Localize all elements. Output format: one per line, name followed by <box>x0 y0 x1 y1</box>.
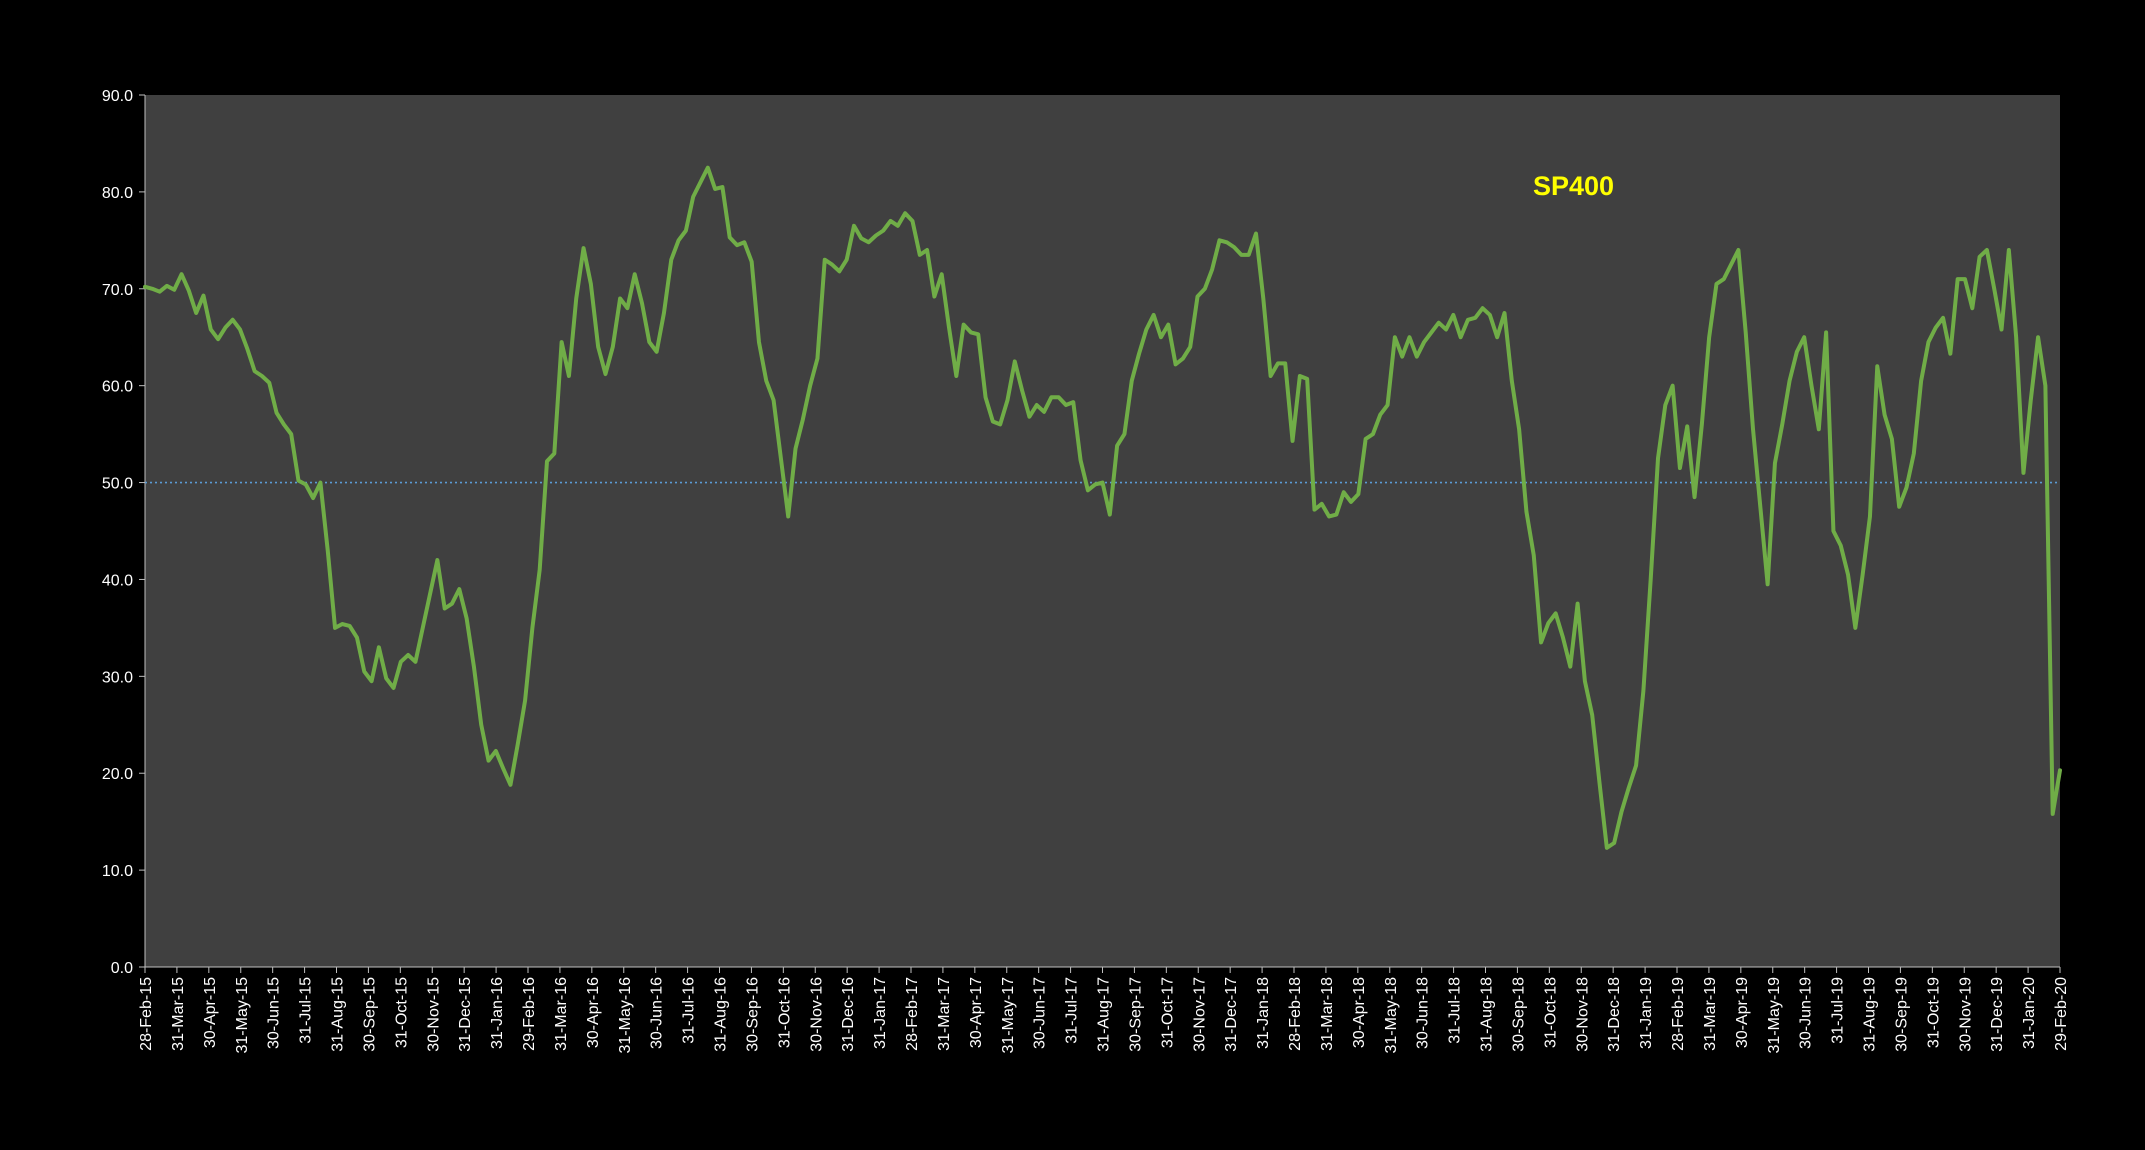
series-line-sp400 <box>143 165 2062 850</box>
x-tick-label: 31-Aug-19 <box>1862 977 1879 1052</box>
x-tick-label: 31-Aug-18 <box>1479 977 1496 1052</box>
y-tick-label: 80.0 <box>102 185 133 202</box>
x-tick-label: 31-Dec-19 <box>1989 977 2006 1052</box>
x-tick-label: 31-Jul-18 <box>1447 977 1464 1044</box>
x-tick-label: 30-Apr-15 <box>202 977 219 1048</box>
x-tick-label: 31-Oct-18 <box>1542 977 1559 1048</box>
x-tick-label: 30-Nov-18 <box>1574 977 1591 1052</box>
x-tick-label: 31-May-17 <box>1000 977 1017 1054</box>
x-tick-label: 30-Sep-16 <box>744 977 761 1052</box>
x-tick-label: 30-Jun-15 <box>266 977 283 1049</box>
y-tick-label: 20.0 <box>102 766 133 783</box>
plot-area <box>145 95 2060 967</box>
x-tick-label: 31-Jan-20 <box>2021 977 2038 1049</box>
series-annotation-label: SP400 <box>1533 171 1614 201</box>
x-tick-label: 30-Jun-17 <box>1032 977 1049 1049</box>
x-tick-label: 31-Mar-15 <box>170 977 187 1051</box>
y-tick-label: 70.0 <box>102 282 133 299</box>
x-tick-label: 31-Oct-19 <box>1925 977 1942 1048</box>
x-tick-label: 31-Mar-17 <box>936 977 953 1051</box>
x-tick-label: 28-Feb-17 <box>904 977 921 1051</box>
x-tick-label: 31-Mar-16 <box>553 977 570 1051</box>
x-tick-label: 31-Aug-17 <box>1096 977 1113 1052</box>
y-tick-label: 30.0 <box>102 669 133 686</box>
x-tick-label: 31-Aug-15 <box>330 977 347 1052</box>
y-tick-label: 40.0 <box>102 572 133 589</box>
x-tick-label: 30-Nov-19 <box>1957 977 1974 1052</box>
x-tick-label: 31-Jan-16 <box>489 977 506 1049</box>
x-tick-label: 30-Apr-19 <box>1734 977 1751 1048</box>
x-tick-label: 31-Jul-19 <box>1830 977 1847 1044</box>
x-tick-label: 30-Sep-15 <box>361 977 378 1052</box>
y-axis-ticks: 0.0 10.0 20.0 30.0 40.0 50.0 60.0 70.0 80.0 90.0 <box>102 88 145 977</box>
x-tick-label: 31-May-19 <box>1766 977 1783 1054</box>
x-tick-label: 31-Jul-15 <box>298 977 315 1044</box>
x-tick-label: 31-May-18 <box>1383 977 1400 1054</box>
x-tick-label: 31-Oct-16 <box>776 977 793 1048</box>
x-tick-label: 31-Jan-18 <box>1255 977 1272 1049</box>
x-tick-label: 28-Feb-19 <box>1670 977 1687 1051</box>
x-tick-label: 28-Feb-15 <box>138 977 155 1051</box>
x-tick-label: 30-Jun-16 <box>649 977 666 1049</box>
x-tick-label: 31-Jul-16 <box>681 977 698 1044</box>
x-tick-label: 31-Jul-17 <box>1064 977 1081 1044</box>
x-tick-label: 30-Apr-17 <box>968 977 985 1048</box>
y-tick-label: 90.0 <box>102 88 133 105</box>
x-tick-label: 30-Apr-18 <box>1351 977 1368 1048</box>
x-tick-label: 29-Feb-20 <box>2053 977 2070 1051</box>
y-tick-label: 60.0 <box>102 379 133 396</box>
x-tick-label: 31-Dec-17 <box>1223 977 1240 1052</box>
x-tick-label: 31-Jan-17 <box>872 977 889 1049</box>
x-tick-label: 31-Jan-19 <box>1638 977 1655 1049</box>
x-tick-label: 30-Nov-16 <box>808 977 825 1052</box>
y-tick-label: 0.0 <box>111 960 133 977</box>
x-tick-label: 29-Feb-16 <box>521 977 538 1051</box>
x-tick-label: 30-Sep-17 <box>1127 977 1144 1052</box>
x-tick-label: 28-Feb-18 <box>1287 977 1304 1051</box>
x-tick-label: 30-Jun-18 <box>1415 977 1432 1049</box>
x-tick-label: 30-Sep-18 <box>1510 977 1527 1052</box>
x-tick-label: 31-Dec-16 <box>840 977 857 1052</box>
x-tick-label: 31-May-16 <box>617 977 634 1054</box>
x-tick-label: 30-Apr-16 <box>585 977 602 1048</box>
x-tick-label: 31-Dec-18 <box>1606 977 1623 1052</box>
x-tick-label: 31-Mar-19 <box>1702 977 1719 1051</box>
x-tick-label: 30-Nov-15 <box>425 977 442 1052</box>
x-tick-label: 31-Aug-16 <box>713 977 730 1052</box>
x-axis-ticks: 28-Feb-15 31-Mar-15 30-Apr-15 31-May-15 30-J… <box>138 967 2070 1053</box>
x-tick-label: 31-Oct-17 <box>1159 977 1176 1048</box>
x-tick-label: 30-Nov-17 <box>1191 977 1208 1052</box>
x-tick-label: 30-Jun-19 <box>1798 977 1815 1049</box>
x-tick-label: 31-May-15 <box>234 977 251 1054</box>
y-tick-label: 10.0 <box>102 863 133 880</box>
x-tick-label: 31-Oct-15 <box>393 977 410 1048</box>
x-tick-label: 30-Sep-19 <box>1893 977 1910 1052</box>
y-tick-label: 50.0 <box>102 476 133 493</box>
x-tick-label: 31-Dec-15 <box>457 977 474 1052</box>
x-tick-label: 31-Mar-18 <box>1319 977 1336 1051</box>
